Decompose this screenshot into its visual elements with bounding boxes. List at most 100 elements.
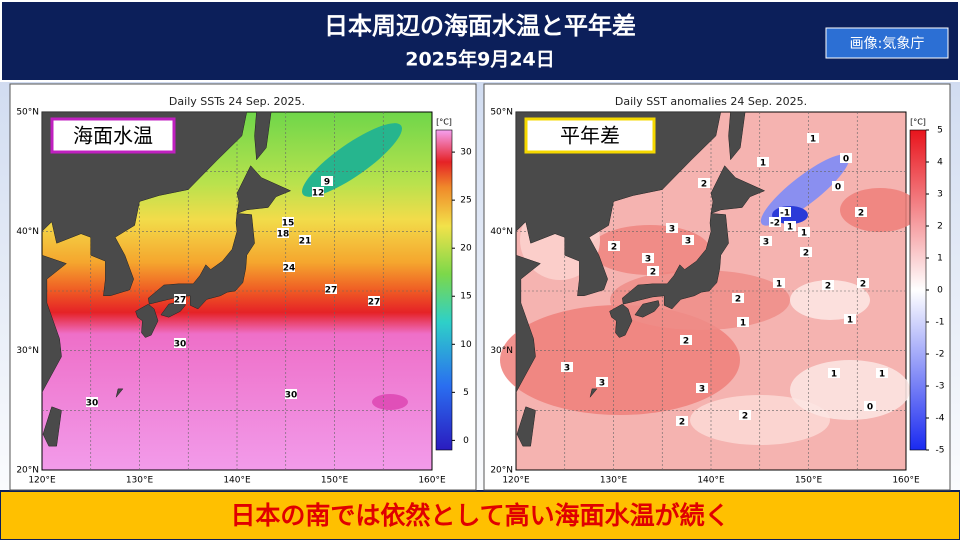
land — [148, 213, 255, 310]
land — [634, 300, 660, 318]
contour-label-bg — [321, 176, 333, 186]
contour-label-bg — [757, 157, 769, 167]
contour-label: 1 — [776, 280, 782, 290]
lat-label: 40°N — [16, 227, 39, 237]
contour-label-bg — [682, 235, 694, 245]
contour-label: 2 — [735, 295, 741, 305]
contour-label-bg — [760, 236, 772, 246]
contour-label-bg — [864, 401, 876, 411]
contour-label: 18 — [277, 230, 290, 240]
contour-label-bg — [784, 221, 796, 231]
contour-label-bg — [840, 153, 852, 163]
contour-label-bg — [857, 278, 869, 288]
colorbar-tick-label: 30 — [460, 148, 472, 158]
maps: Daily SSTs 24 Sep. 2025. 50°N 40°N 30°N 20°N… — [9, 83, 951, 491]
colorbar-tick-label: 5 — [937, 126, 943, 136]
colorbar-tick-label: -4 — [936, 414, 945, 424]
lon-label: 160°E — [418, 476, 446, 486]
contour-label: 15 — [282, 219, 295, 229]
contour-label: -2 — [770, 219, 780, 229]
contour-label: 9 — [324, 178, 330, 188]
date: 2025年9月24日 — [405, 48, 555, 71]
contour-label: 27 — [174, 296, 187, 306]
contour-label-bg — [855, 207, 867, 217]
contour-label: 1 — [740, 319, 746, 329]
contour-label-bg — [698, 178, 710, 188]
contour-label: 27 — [325, 286, 338, 296]
colorbar-tick-label: 20 — [460, 244, 472, 254]
credit-box — [825, 27, 949, 59]
contour-label: 1 — [847, 316, 853, 326]
contour-label-bg — [828, 368, 840, 378]
contour-label: 1 — [879, 370, 885, 380]
contour-label: 2 — [858, 209, 864, 219]
land — [236, 165, 292, 214]
contour-label-bg — [876, 368, 888, 378]
land — [42, 406, 62, 447]
land — [41, 254, 67, 393]
contour-label-bg — [676, 416, 688, 426]
contour-label: 1 — [810, 135, 816, 145]
warm-core — [372, 394, 408, 410]
contour-label-bg — [283, 262, 295, 272]
land — [609, 303, 633, 338]
contour-label: 3 — [564, 364, 570, 374]
colorbar-tick-label: 3 — [937, 190, 943, 200]
lat-label: 20°N — [490, 466, 513, 476]
lat-label: 40°N — [490, 227, 513, 237]
land — [135, 303, 159, 338]
lon-label: 140°E — [223, 476, 251, 486]
colorbar-tick-label: 10 — [460, 340, 472, 350]
contour-label: 2 — [742, 412, 748, 422]
colorbar-tick-label: 0 — [937, 286, 943, 296]
colorbar-tick-label: 1 — [937, 254, 943, 264]
contour-label-bg — [696, 383, 708, 393]
land — [160, 300, 186, 318]
contour-label: 1 — [760, 159, 766, 169]
lat-label: 30°N — [490, 346, 513, 356]
contour-label: 1 — [831, 370, 837, 380]
lon-label: 130°E — [126, 476, 154, 486]
colorbar-tick-label: -5 — [936, 446, 945, 456]
land — [710, 165, 766, 214]
lon-label: 150°E — [321, 476, 349, 486]
land — [728, 111, 746, 161]
contour-label-bg — [325, 284, 337, 294]
contour-label-bg — [282, 217, 294, 227]
header-bar — [0, 0, 960, 82]
land — [254, 111, 272, 161]
lon-label: 150°E — [795, 476, 823, 486]
contour-label-bg — [174, 294, 186, 304]
map-panel: Daily SSTs 24 Sep. 2025. 50°N 40°N 30°N 20°N… — [9, 83, 477, 491]
contour-label-bg — [800, 247, 812, 257]
credit: 画像:気象庁 — [850, 36, 925, 52]
colorbar-tick-label: 0 — [463, 436, 469, 446]
lat-label: 20°N — [16, 466, 39, 476]
contour-label: 2 — [701, 180, 707, 190]
contour-label: 21 — [299, 237, 312, 247]
contour-label-bg — [647, 266, 659, 276]
anomaly-area — [590, 225, 710, 275]
contour-label-bg — [368, 296, 380, 306]
lon-label: 140°E — [697, 476, 725, 486]
land — [515, 111, 722, 297]
contour-label: 3 — [599, 379, 605, 389]
label-box — [50, 117, 176, 154]
contour-label-bg — [174, 338, 186, 348]
contour-label: 3 — [685, 237, 691, 247]
contour-label: 1 — [787, 223, 793, 233]
contour-label: 2 — [650, 268, 656, 278]
colorbar-unit: [°C] — [910, 118, 926, 127]
colorbar-tick-label: -1 — [936, 318, 945, 328]
land — [516, 406, 536, 447]
contour-label: 27 — [368, 298, 381, 308]
contour-label: 2 — [803, 249, 809, 259]
contour-label: 12 — [312, 189, 325, 199]
footer-bar — [0, 490, 960, 541]
contour-label-bg — [666, 223, 678, 233]
contour-label-bg — [807, 133, 819, 143]
colorbar-tick-label: 2 — [937, 222, 943, 232]
colorbar-tick-label: 4 — [937, 158, 943, 168]
lat-label: 50°N — [490, 108, 513, 118]
contour-label: 2 — [860, 280, 866, 290]
